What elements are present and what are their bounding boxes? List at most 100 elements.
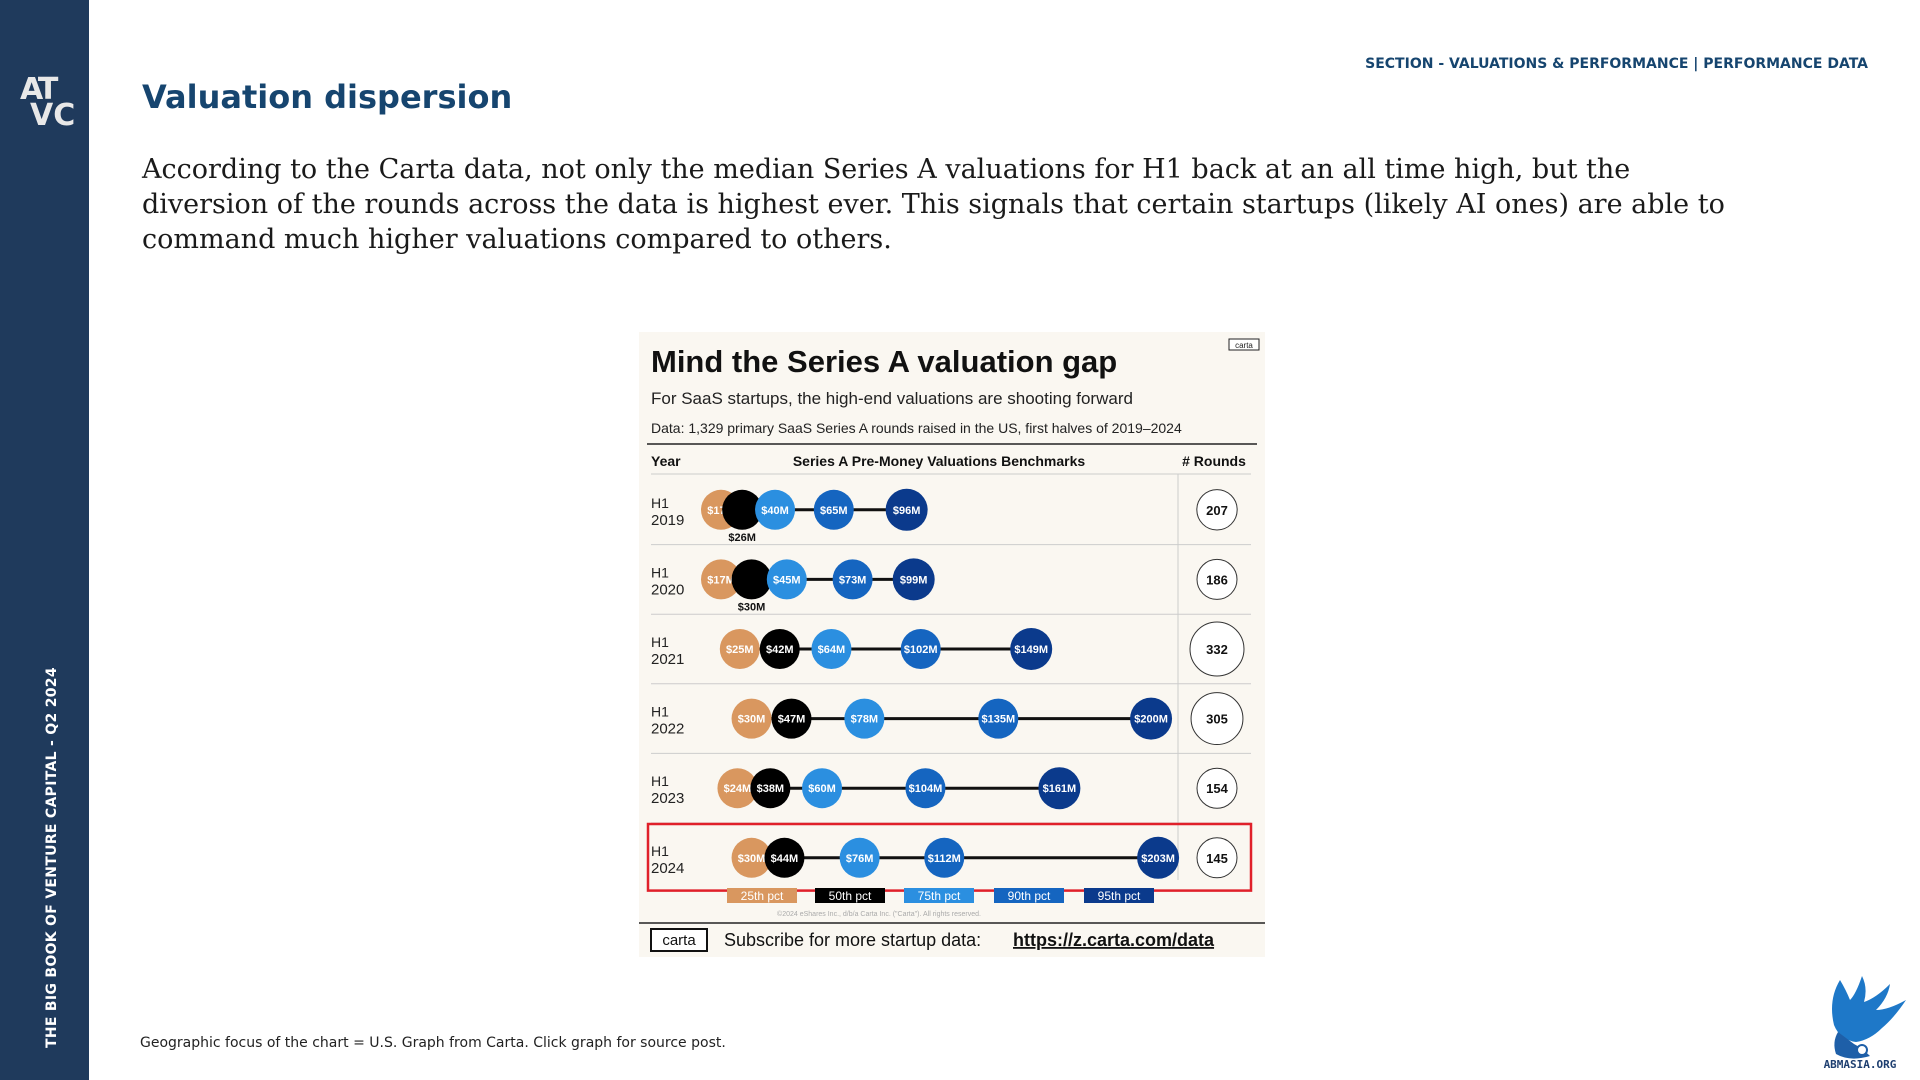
data-label: $17M bbox=[707, 574, 735, 586]
dot-90th-pct bbox=[978, 698, 1019, 739]
dot-75th-pct bbox=[811, 629, 852, 669]
rounds-bubble bbox=[1190, 692, 1244, 746]
data-label: $200M bbox=[1134, 714, 1168, 726]
row-half-label: H1 bbox=[651, 564, 669, 580]
data-label: $76M bbox=[846, 853, 874, 865]
data-label: $44M bbox=[771, 853, 799, 865]
section-label: SECTION - VALUATIONS & PERFORMANCE | PER… bbox=[1365, 56, 1868, 72]
chart-source-note: Data: 1,329 primary SaaS Series A rounds… bbox=[651, 420, 1182, 436]
dot-75th-pct bbox=[839, 837, 880, 878]
data-label: $99M bbox=[900, 574, 928, 586]
row-year-label: 2020 bbox=[651, 581, 684, 598]
col-header-benchmarks: Series A Pre-Money Valuations Benchmarks bbox=[793, 453, 1086, 469]
rounds-bubble bbox=[1196, 837, 1238, 879]
data-label: $30M bbox=[738, 601, 766, 613]
dot-90th-pct bbox=[832, 559, 873, 600]
footer-link: https://z.carta.com/data bbox=[1013, 930, 1215, 950]
data-label: $30M bbox=[738, 853, 766, 865]
legend-swatch bbox=[994, 888, 1064, 903]
legend-swatch bbox=[727, 888, 797, 903]
chart-title: Mind the Series A valuation gap bbox=[651, 344, 1117, 379]
dot-25th-pct bbox=[731, 698, 772, 739]
dot-50th-pct bbox=[771, 698, 812, 739]
carta-tag-box bbox=[1228, 338, 1260, 351]
dot-50th-pct bbox=[731, 559, 772, 600]
page-title: Valuation dispersion bbox=[142, 78, 513, 116]
dot-95th-pct bbox=[885, 488, 928, 531]
row-year-label: 2024 bbox=[651, 860, 684, 877]
footer-text: Subscribe for more startup data: bbox=[724, 930, 981, 950]
logo-line2: VC bbox=[30, 98, 76, 133]
dot-90th-pct bbox=[924, 837, 965, 878]
data-label: $102M bbox=[904, 644, 938, 656]
dot-90th-pct bbox=[813, 489, 854, 530]
rounds-bubble bbox=[1196, 489, 1238, 531]
dot-50th-pct bbox=[750, 768, 791, 809]
dot-75th-pct bbox=[755, 489, 796, 530]
chart-subtitle: For SaaS startups, the high-end valuatio… bbox=[651, 389, 1133, 408]
dot-25th-pct bbox=[701, 559, 741, 600]
row-half-label: H1 bbox=[651, 843, 669, 859]
rounds-bubble bbox=[1189, 621, 1245, 677]
legend-label: 90th pct bbox=[1008, 889, 1051, 903]
rounds-bubble bbox=[1196, 767, 1238, 809]
dot-95th-pct bbox=[1010, 628, 1053, 670]
legend-label: 25th pct bbox=[741, 889, 784, 903]
rounds-label: 145 bbox=[1206, 851, 1228, 866]
rounds-bubble bbox=[1196, 558, 1238, 600]
dot-25th-pct bbox=[719, 629, 760, 669]
data-label: $40M bbox=[761, 505, 789, 517]
dot-90th-pct bbox=[900, 629, 941, 669]
dot-75th-pct bbox=[766, 559, 807, 600]
data-label: $24M bbox=[724, 783, 752, 795]
data-label: $96M bbox=[893, 505, 921, 517]
carta-chart-image[interactable]: Mind the Series A valuation gap For SaaS … bbox=[639, 332, 1265, 957]
logo-line1: AT bbox=[20, 72, 58, 107]
data-label: $149M bbox=[1014, 644, 1048, 656]
row-half-label: H1 bbox=[651, 773, 669, 789]
legend-swatch bbox=[1084, 888, 1154, 903]
rounds-label: 207 bbox=[1206, 503, 1228, 518]
sidebar: AT VC THE BIG BOOK OF VENTURE CAPITAL - … bbox=[0, 0, 89, 1080]
data-label: $73M bbox=[839, 574, 867, 586]
row-year-label: 2023 bbox=[651, 790, 684, 807]
dot-95th-pct bbox=[1038, 767, 1081, 810]
watermark-text: ABMASIA.ORG bbox=[1824, 1058, 1897, 1070]
footer-logo: carta bbox=[662, 932, 696, 949]
legend-swatch bbox=[815, 888, 885, 903]
data-label: $65M bbox=[820, 505, 848, 517]
data-label: $26M bbox=[728, 532, 756, 544]
data-label: $45M bbox=[773, 574, 801, 586]
row-year-label: 2022 bbox=[651, 721, 684, 738]
data-label: $161M bbox=[1043, 783, 1077, 795]
bird-logo-icon: ABMASIA.ORG bbox=[1824, 976, 1906, 1070]
legend-swatch bbox=[904, 888, 974, 903]
footer-logo-box bbox=[650, 928, 708, 952]
data-label: $112M bbox=[928, 853, 961, 865]
legend-label: 75th pct bbox=[918, 889, 961, 903]
dot-75th-pct bbox=[802, 768, 843, 809]
dot-50th-pct bbox=[722, 489, 763, 530]
data-label: $38M bbox=[757, 783, 785, 795]
row-half-label: H1 bbox=[651, 495, 669, 511]
rounds-label: 332 bbox=[1206, 642, 1228, 657]
rounds-label: 154 bbox=[1206, 781, 1228, 796]
col-header-year: Year bbox=[651, 453, 681, 469]
dot-95th-pct bbox=[1130, 697, 1173, 740]
book-title-vertical: THE BIG BOOK OF VENTURE CAPITAL - Q2 202… bbox=[44, 667, 60, 1048]
dot-50th-pct bbox=[764, 837, 805, 878]
carta-tag: carta bbox=[1235, 341, 1253, 350]
rounds-label: 186 bbox=[1206, 572, 1228, 587]
row-half-label: H1 bbox=[651, 634, 669, 650]
data-label: $135M bbox=[981, 714, 1015, 726]
row-year-label: 2019 bbox=[651, 512, 684, 529]
dot-95th-pct bbox=[892, 558, 935, 601]
col-header-rounds: # Rounds bbox=[1182, 453, 1246, 469]
data-label: $203M bbox=[1141, 853, 1175, 865]
data-label: $30M bbox=[738, 714, 766, 726]
data-label: $60M bbox=[808, 783, 836, 795]
legend-label: 50th pct bbox=[829, 889, 872, 903]
rounds-label: 305 bbox=[1206, 712, 1228, 727]
valuation-chart: Mind the Series A valuation gap For SaaS … bbox=[639, 332, 1265, 957]
atvc-logo: AT VC bbox=[20, 72, 75, 133]
